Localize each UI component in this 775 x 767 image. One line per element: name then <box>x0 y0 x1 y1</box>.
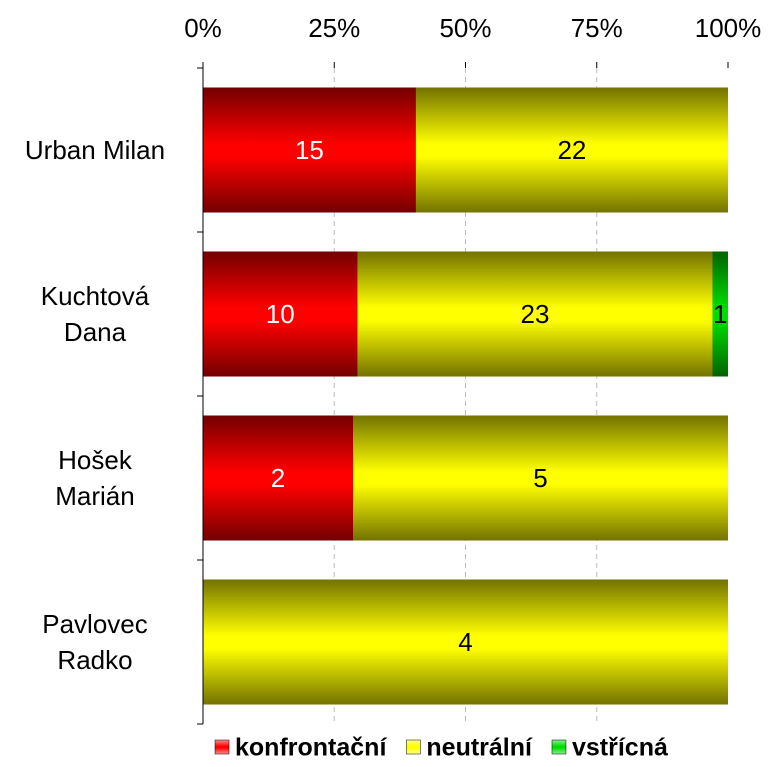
x-tick-label: 100% <box>695 13 762 43</box>
bar-segment <box>353 415 728 541</box>
bar-segment <box>203 87 416 213</box>
data-label: 15 <box>295 135 324 165</box>
data-label: 5 <box>533 463 547 493</box>
legend-label: neutrální <box>426 734 533 762</box>
x-tick-label: 0% <box>184 13 222 43</box>
bar-segment <box>415 87 728 213</box>
category-label: Urban Milan <box>24 135 166 165</box>
x-tick-label: 75% <box>571 13 623 43</box>
category-label: Pavlovec Radko <box>42 609 148 675</box>
legend-swatch <box>406 739 421 755</box>
data-label: 2 <box>271 463 285 493</box>
legend-swatch <box>551 739 567 755</box>
data-label: 4 <box>458 627 472 657</box>
bar-segment <box>203 415 353 541</box>
data-label: 10 <box>266 299 295 329</box>
category-label: Hošek Marián <box>55 445 135 511</box>
legend-swatch <box>214 739 230 755</box>
data-label: 1 <box>713 299 727 329</box>
x-tick-label: 25% <box>308 13 360 43</box>
bar-segment <box>357 251 713 377</box>
category-label: Kuchtová Dana <box>40 281 150 347</box>
data-label: 22 <box>557 135 586 165</box>
bar-segment <box>203 579 728 705</box>
data-label: 23 <box>521 299 550 329</box>
bar-segment <box>203 251 358 377</box>
legend-label: vstřícná <box>572 734 668 762</box>
bar-segment <box>712 251 728 377</box>
x-tick-label: 50% <box>439 13 491 43</box>
legend-label: konfrontační <box>235 734 387 762</box>
